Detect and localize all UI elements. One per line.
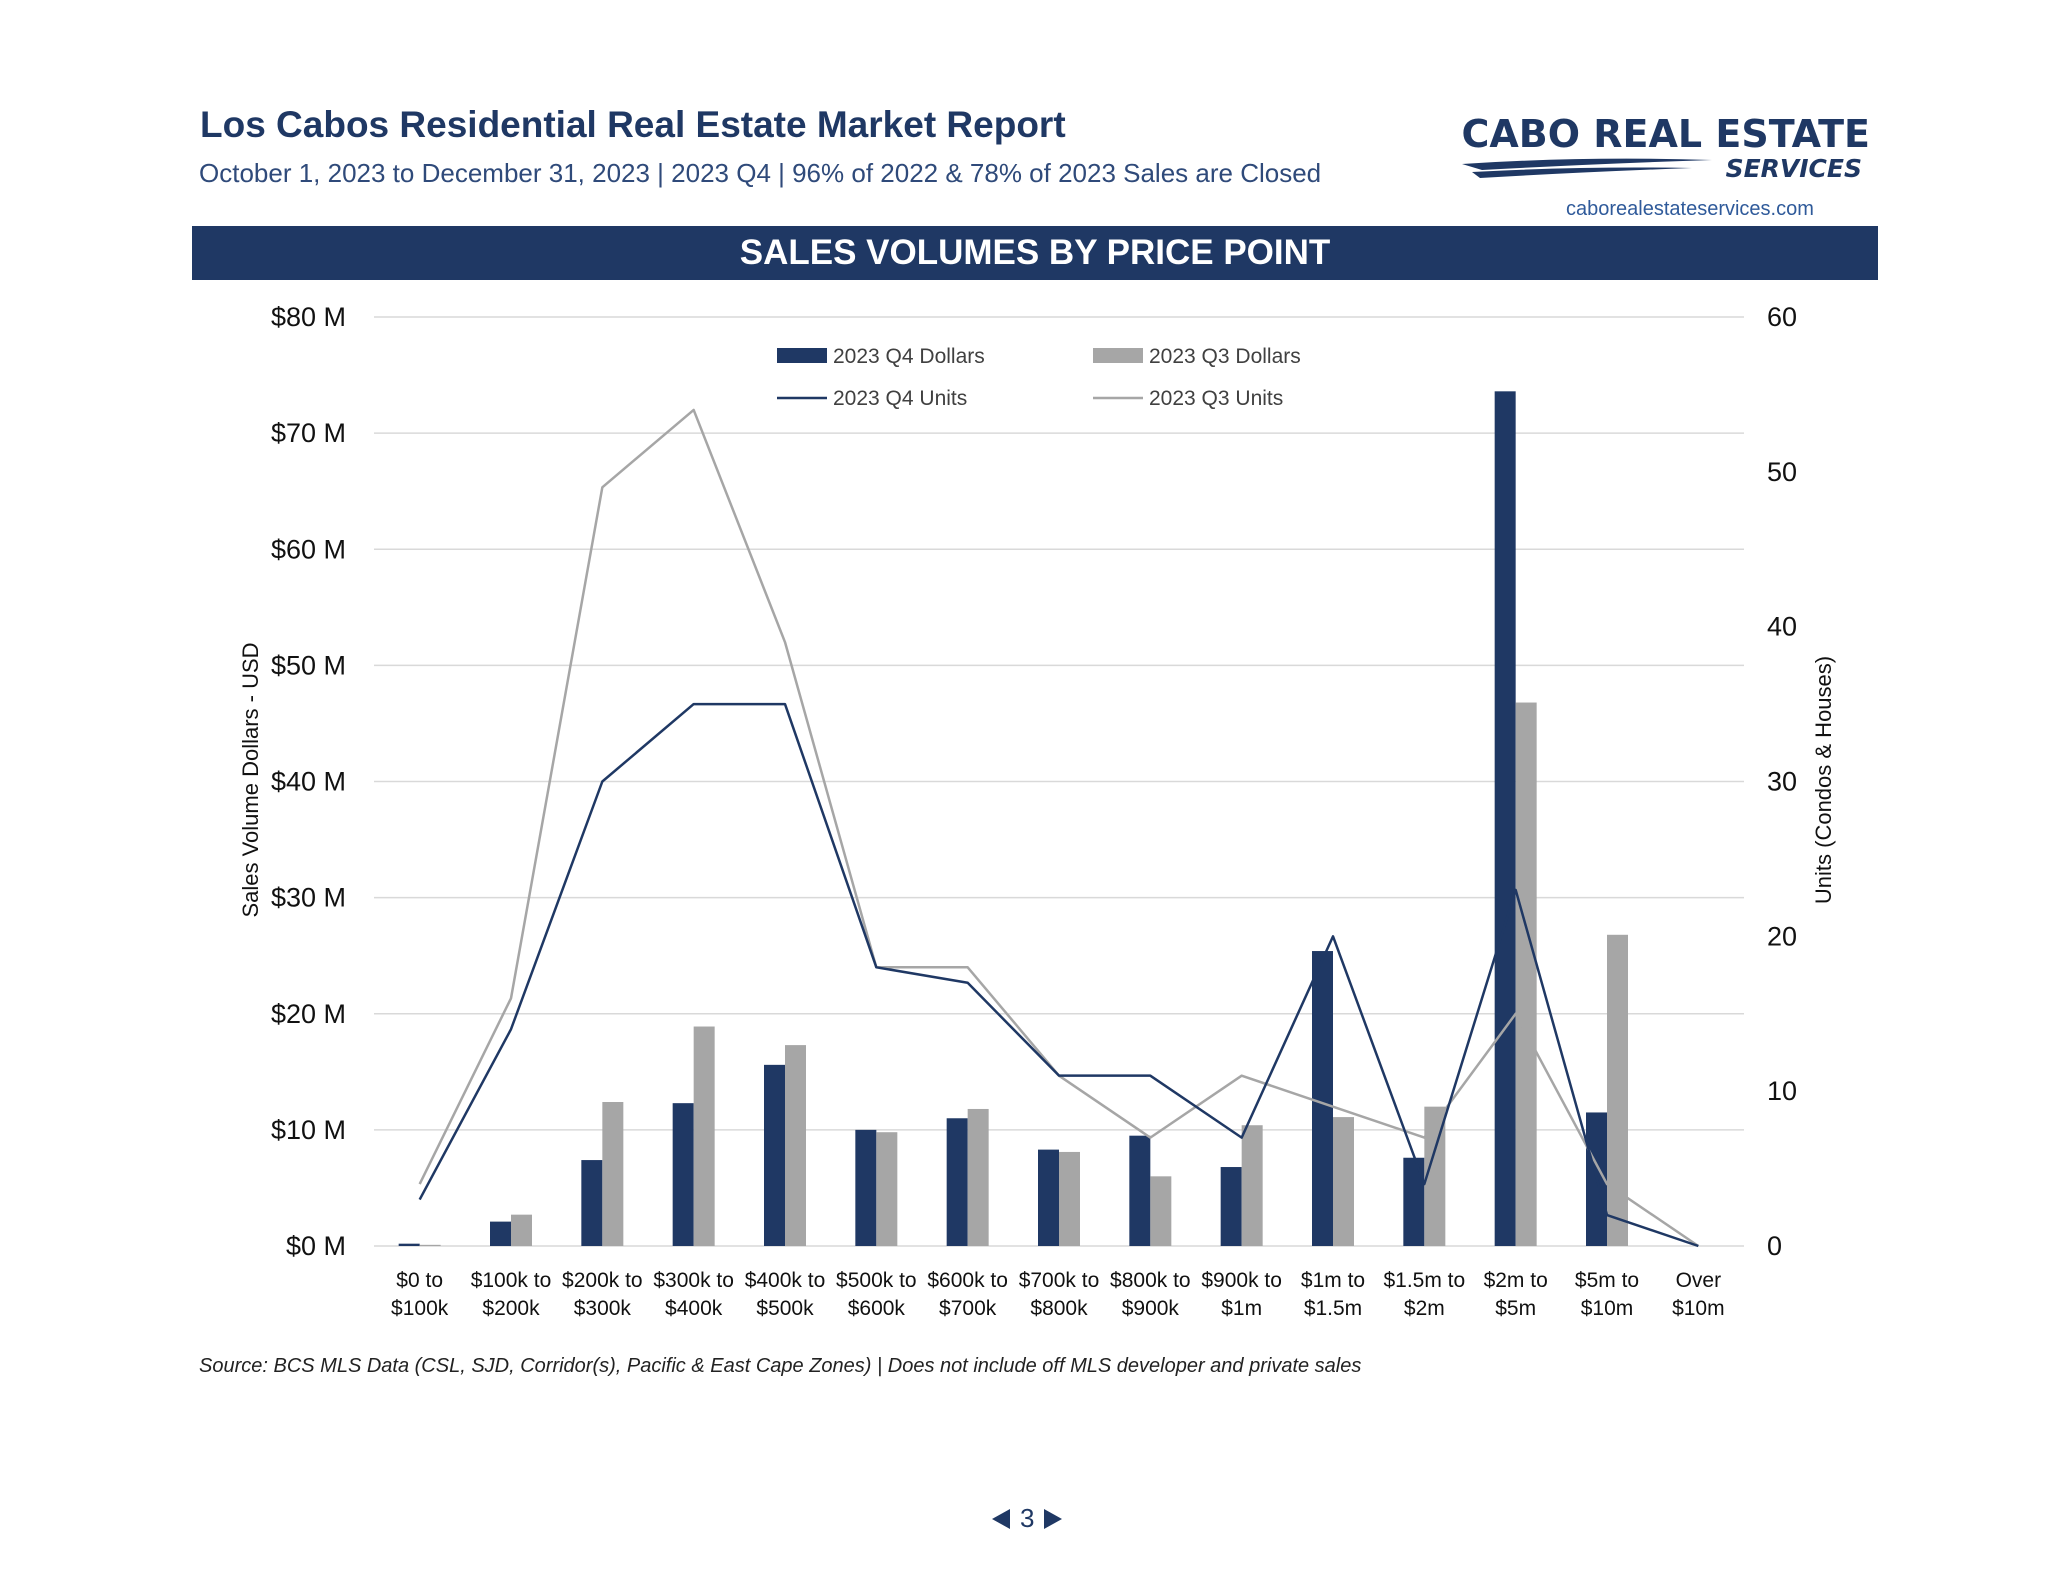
bar-q3-dollars xyxy=(1150,1176,1172,1246)
x-tick-label: $1.5m xyxy=(1304,1297,1362,1320)
x-tick-label: $700k xyxy=(939,1297,997,1320)
x-tick-label: $400k to xyxy=(745,1269,826,1292)
company-logo: CABO REAL ESTATE SERVICES xyxy=(1450,112,1871,187)
y2-tick-label: 30 xyxy=(1767,767,1797,797)
bar-q4-dollars xyxy=(1494,391,1516,1246)
y-axis-title: Sales Volume Dollars - USD xyxy=(238,642,263,917)
x-tick-label: Over xyxy=(1676,1269,1722,1292)
page-number: 3 xyxy=(1020,1503,1035,1533)
bar-q4-dollars xyxy=(490,1221,511,1246)
source-note: Source: BCS MLS Data (CSL, SJD, Corridor… xyxy=(199,1355,1362,1377)
bar-q3-dollars xyxy=(419,1244,441,1246)
y-tick-label: $30 M xyxy=(271,883,346,913)
y-tick-label: $70 M xyxy=(271,418,346,448)
y-tick-label: $60 M xyxy=(271,534,346,564)
legend-label: 2023 Q3 Units xyxy=(1149,387,1283,410)
x-tick-label: $400k xyxy=(665,1297,723,1320)
x-tick-label: $600k xyxy=(848,1297,906,1320)
bar-q3-dollars xyxy=(511,1214,532,1246)
y2-tick-label: 50 xyxy=(1767,457,1797,487)
x-tick-label: $200k to xyxy=(562,1269,643,1292)
line-q4-units xyxy=(418,702,1699,1248)
x-tick-label: $5m to xyxy=(1575,1269,1639,1292)
x-tick-label: $300k xyxy=(574,1297,632,1320)
x-tick-label: $200k xyxy=(482,1297,540,1320)
y2-tick-label: 40 xyxy=(1767,612,1797,642)
bar-q3-dollars xyxy=(693,1026,715,1246)
bar-q3-dollars xyxy=(1059,1151,1080,1246)
x-tick-label: $900k xyxy=(1122,1297,1180,1320)
y-tick-label: $20 M xyxy=(271,999,346,1029)
x-tick-label: $800k xyxy=(1030,1297,1088,1320)
y2-tick-label: 60 xyxy=(1767,302,1797,332)
x-tick-label: $2m xyxy=(1404,1297,1445,1320)
bar-q4-dollars xyxy=(946,1118,968,1246)
legend-swatch xyxy=(1093,348,1143,363)
y2-tick-label: 20 xyxy=(1767,921,1797,951)
x-tick-label: $10m xyxy=(1581,1297,1634,1320)
pagination: 3 xyxy=(992,1503,1063,1534)
logo-swoosh-icon xyxy=(1462,158,1712,178)
y-tick-label: $10 M xyxy=(271,1115,346,1145)
previous-page-icon[interactable] xyxy=(992,1508,1010,1529)
y2-tick-label: 0 xyxy=(1767,1231,1782,1261)
legend-swatch xyxy=(777,348,827,363)
next-page-icon[interactable] xyxy=(1044,1508,1063,1529)
x-tick-label: $500k to xyxy=(836,1269,917,1292)
x-tick-label: $600k to xyxy=(927,1269,1008,1292)
section-banner: SALES VOLUMES BY PRICE POINT xyxy=(192,226,1878,280)
bar-q3-dollars xyxy=(785,1045,806,1246)
bar-q3-dollars xyxy=(1515,702,1537,1246)
report-subtitle: October 1, 2023 to December 31, 2023 | 2… xyxy=(199,158,1322,188)
x-tick-label: $5m xyxy=(1495,1297,1536,1320)
x-tick-label: $1m xyxy=(1221,1297,1262,1320)
bar-q3-dollars xyxy=(602,1102,624,1246)
bar-q3-dollars xyxy=(967,1108,989,1246)
bar-q4-dollars xyxy=(672,1103,694,1246)
logo-line2: SERVICES xyxy=(1725,154,1862,183)
x-tick-label: $300k to xyxy=(653,1269,734,1292)
y-tick-label: $80 M xyxy=(271,302,346,332)
y2-axis-title: Units (Condos & Houses) xyxy=(1811,656,1836,904)
banner-title: SALES VOLUMES BY PRICE POINT xyxy=(739,233,1331,272)
x-tick-label: $2m to xyxy=(1484,1269,1548,1292)
x-tick-label: $0 to xyxy=(396,1269,443,1292)
x-tick-label: $100k to xyxy=(471,1269,552,1292)
y-tick-label: $50 M xyxy=(271,650,346,680)
bar-q4-dollars xyxy=(1403,1157,1425,1246)
bar-q3-dollars xyxy=(1241,1125,1263,1246)
bar-q4-dollars xyxy=(1038,1149,1059,1246)
bar-q3-dollars xyxy=(1607,934,1628,1246)
bar-q4-dollars xyxy=(1220,1167,1242,1246)
x-tick-label: $100k xyxy=(391,1297,449,1320)
x-tick-label: $1.5m to xyxy=(1383,1269,1465,1292)
legend-label: 2023 Q3 Dollars xyxy=(1149,345,1301,368)
bar-q3-dollars xyxy=(876,1132,898,1246)
sales-volume-chart: $0 M $10 M $20 M $30 M $40 M $50 M $60 M $70 M $… xyxy=(238,302,1836,1320)
logo-line1: CABO REAL ESTATE xyxy=(1461,112,1871,156)
bar-q4-dollars xyxy=(398,1243,420,1246)
bar-q4-dollars xyxy=(764,1064,785,1246)
y2-tick-label: 10 xyxy=(1767,1076,1797,1106)
website-link[interactable]: caborealestateservices.com xyxy=(1566,198,1814,220)
x-tick-label: $1m to xyxy=(1301,1269,1365,1292)
x-tick-label: $800k to xyxy=(1110,1269,1191,1292)
legend-label: 2023 Q4 Units xyxy=(833,387,967,410)
bar-q3-dollars xyxy=(1333,1117,1354,1246)
bar-q4-dollars xyxy=(1312,951,1333,1246)
y-tick-label: $0 M xyxy=(286,1231,346,1261)
x-tick-label: $10m xyxy=(1672,1297,1725,1320)
bar-q4-dollars xyxy=(855,1129,877,1246)
bar-q4-dollars xyxy=(1129,1135,1151,1246)
bar-q3-dollars xyxy=(1424,1106,1446,1246)
bar-q4-dollars xyxy=(581,1160,603,1246)
legend-label: 2023 Q4 Dollars xyxy=(833,345,985,368)
x-tick-label: $900k to xyxy=(1201,1269,1282,1292)
y-tick-label: $40 M xyxy=(271,767,346,797)
x-tick-label: $500k xyxy=(756,1297,814,1320)
x-tick-label: $700k to xyxy=(1019,1269,1100,1292)
report-title: Los Cabos Residential Real Estate Market… xyxy=(200,104,1066,145)
